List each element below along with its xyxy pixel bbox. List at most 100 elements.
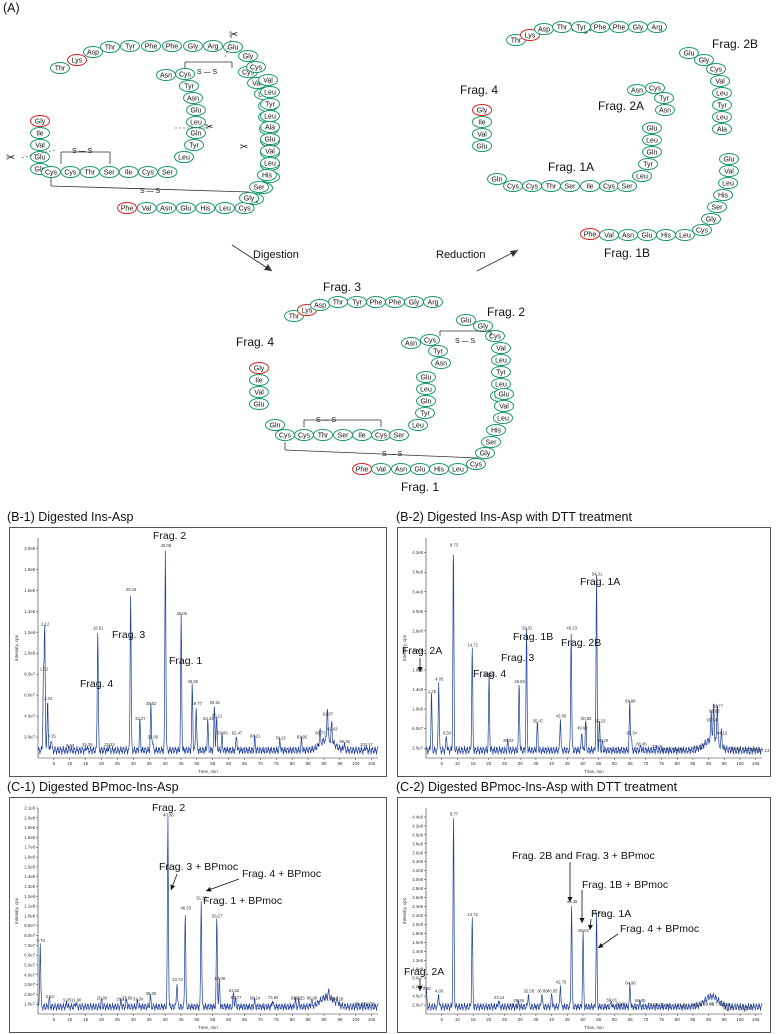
x-tick-label: 25 (502, 761, 508, 766)
svg-text:Thr: Thr (511, 38, 522, 45)
svg-text:Gln: Gln (421, 399, 432, 406)
svg-text:Lys: Lys (525, 33, 536, 40)
x-tick-label: 25 (115, 1017, 121, 1022)
annotation-frag1: Frag. 1 (169, 655, 202, 667)
residue-thr: Thr (50, 62, 70, 74)
residue-thr: Thr (79, 166, 100, 178)
residue-leu: Leu (260, 86, 280, 98)
svg-text:Glu: Glu (228, 45, 239, 52)
x-tick-label: 30 (518, 761, 524, 766)
peak-label: 95.00 (720, 1002, 731, 1007)
svg-text:Thr: Thr (105, 45, 116, 52)
peak-label: 61.77 (231, 995, 242, 1000)
peak-label: 92.77 (713, 704, 724, 709)
y-tick-label: 3.0e7 (24, 982, 35, 987)
peak-label: 15.36 (82, 742, 93, 747)
svg-text:Gly: Gly (699, 58, 710, 65)
svg-text:Gly: Gly (243, 54, 254, 61)
residue-glu: Glu (637, 229, 657, 241)
peak-label: 101.56 (739, 1005, 752, 1010)
peak-label: 54.31 (592, 910, 603, 915)
x-tick-label: 70 (258, 1017, 264, 1022)
disulfide-bond: S — S (382, 451, 403, 458)
svg-text:Phe: Phe (613, 25, 626, 32)
svg-text:His: His (661, 233, 672, 240)
residue-tyr: Tyr (415, 407, 435, 419)
svg-text:Asn: Asn (405, 341, 417, 348)
peak-label: 96.35 (339, 739, 350, 744)
residue-asp: Asp (310, 299, 330, 311)
svg-text:Arg: Arg (428, 300, 439, 307)
x-axis-label: Time, min (198, 1025, 218, 1030)
frag2b-label: Frag. 2B (712, 37, 758, 51)
y-tick-label: 1.6e8 (412, 940, 423, 945)
chromatogram-c1: 1.0e7 2.0e7 3.0e7 4.0e7 5.0e7 6.0e7 7.0e7 8.0e7… (9, 797, 387, 1033)
svg-text:Gln: Gln (647, 150, 658, 157)
residue-arg: Arg (203, 40, 223, 52)
residue-val: Val (494, 400, 514, 412)
peak-label: 0.70 (37, 938, 46, 943)
frag2-label: Frag. 2 (487, 305, 525, 319)
residue-leu: Leu (260, 157, 280, 169)
peak-label: 51.36 (196, 896, 207, 901)
residue-cys: Cys (138, 166, 158, 178)
frag1a-label: Frag. 1A (548, 160, 594, 174)
residue-leu: Leu (642, 134, 662, 146)
x-tick-label: 35 (533, 761, 539, 766)
y-tick-label: 1.6e8 (24, 588, 35, 593)
residue-glu: Glu (30, 151, 50, 163)
peak-label: 81.44 (677, 1003, 688, 1008)
residue-ser: Ser (707, 201, 727, 213)
residue-ile: Ile (580, 180, 600, 192)
peak-label: 14.72 (467, 912, 478, 917)
peak-label: 61.52 (229, 988, 240, 993)
svg-text:Cys: Cys (649, 86, 662, 93)
y-tick-label: 2.8e8 (412, 886, 423, 891)
peak-label: 45.06 (176, 611, 187, 616)
svg-text:Glu: Glu (180, 206, 191, 213)
svg-text:Tyr: Tyr (576, 25, 586, 32)
x-tick-label: 70 (643, 761, 649, 766)
y-tick-label: 3.6e8 (412, 850, 423, 855)
svg-text:Gly: Gly (409, 300, 420, 307)
residue-ser: Ser (249, 181, 269, 193)
svg-text:Asn: Asn (160, 73, 172, 80)
y-tick-label: 1.4e8 (412, 687, 423, 692)
peak-label: 68.14 (250, 996, 261, 1001)
svg-text:Val: Val (496, 346, 506, 353)
y-tick-label: 2.0e7 (412, 1003, 423, 1008)
peak-label: 75.98 (660, 1003, 671, 1008)
annotation-frag2a: Frag. 2A (404, 966, 444, 978)
y-tick-label: 1.8e8 (412, 931, 423, 936)
svg-text:Leu: Leu (264, 90, 276, 97)
x-tick-label: 15 (471, 1017, 477, 1022)
y-tick-label: 8.0e7 (24, 672, 35, 677)
insulin-digestion-scheme: PheValAsnGluHisLeuCysGlySerHisLeuValGluA… (6, 20, 758, 494)
peak-label: 89.88 (703, 1001, 714, 1006)
annotation-frag2b-frag3-bpmoc: Frag. 2B and Frag. 3 + BPmoc (512, 850, 655, 862)
peak-label: 90.84 (707, 717, 718, 722)
residue-leu: Leu (491, 354, 511, 366)
residue-gln: Gln (416, 395, 436, 407)
residue-tyr: Tyr (179, 80, 199, 92)
svg-text:Leu: Leu (679, 233, 691, 240)
svg-text:Cys: Cys (279, 433, 292, 440)
svg-text:Phe: Phe (584, 232, 597, 239)
x-tick-label: 35 (533, 1017, 539, 1022)
residue-gly: Gly (701, 213, 721, 225)
y-tick-label: 1.0e7 (24, 1002, 35, 1007)
residue-his: His (713, 189, 733, 201)
y-tick-label: 4.0e8 (412, 832, 423, 837)
residue-val: Val (30, 139, 50, 151)
svg-text:Tyr: Tyr (643, 162, 653, 169)
scissors-icon: ✂ (240, 142, 248, 153)
svg-text:Ile: Ile (255, 378, 263, 385)
residue-cys: Cys (41, 166, 61, 178)
y-tick-label: 2.0e7 (24, 735, 35, 740)
svg-text:Cys: Cys (375, 433, 388, 440)
peak-label: 56.20 (598, 738, 609, 743)
x-tick-label: 100 (736, 761, 744, 766)
residue-ile: Ile (249, 374, 269, 386)
residue-val: Val (710, 75, 730, 87)
peak-label: 35.35 (146, 991, 157, 996)
